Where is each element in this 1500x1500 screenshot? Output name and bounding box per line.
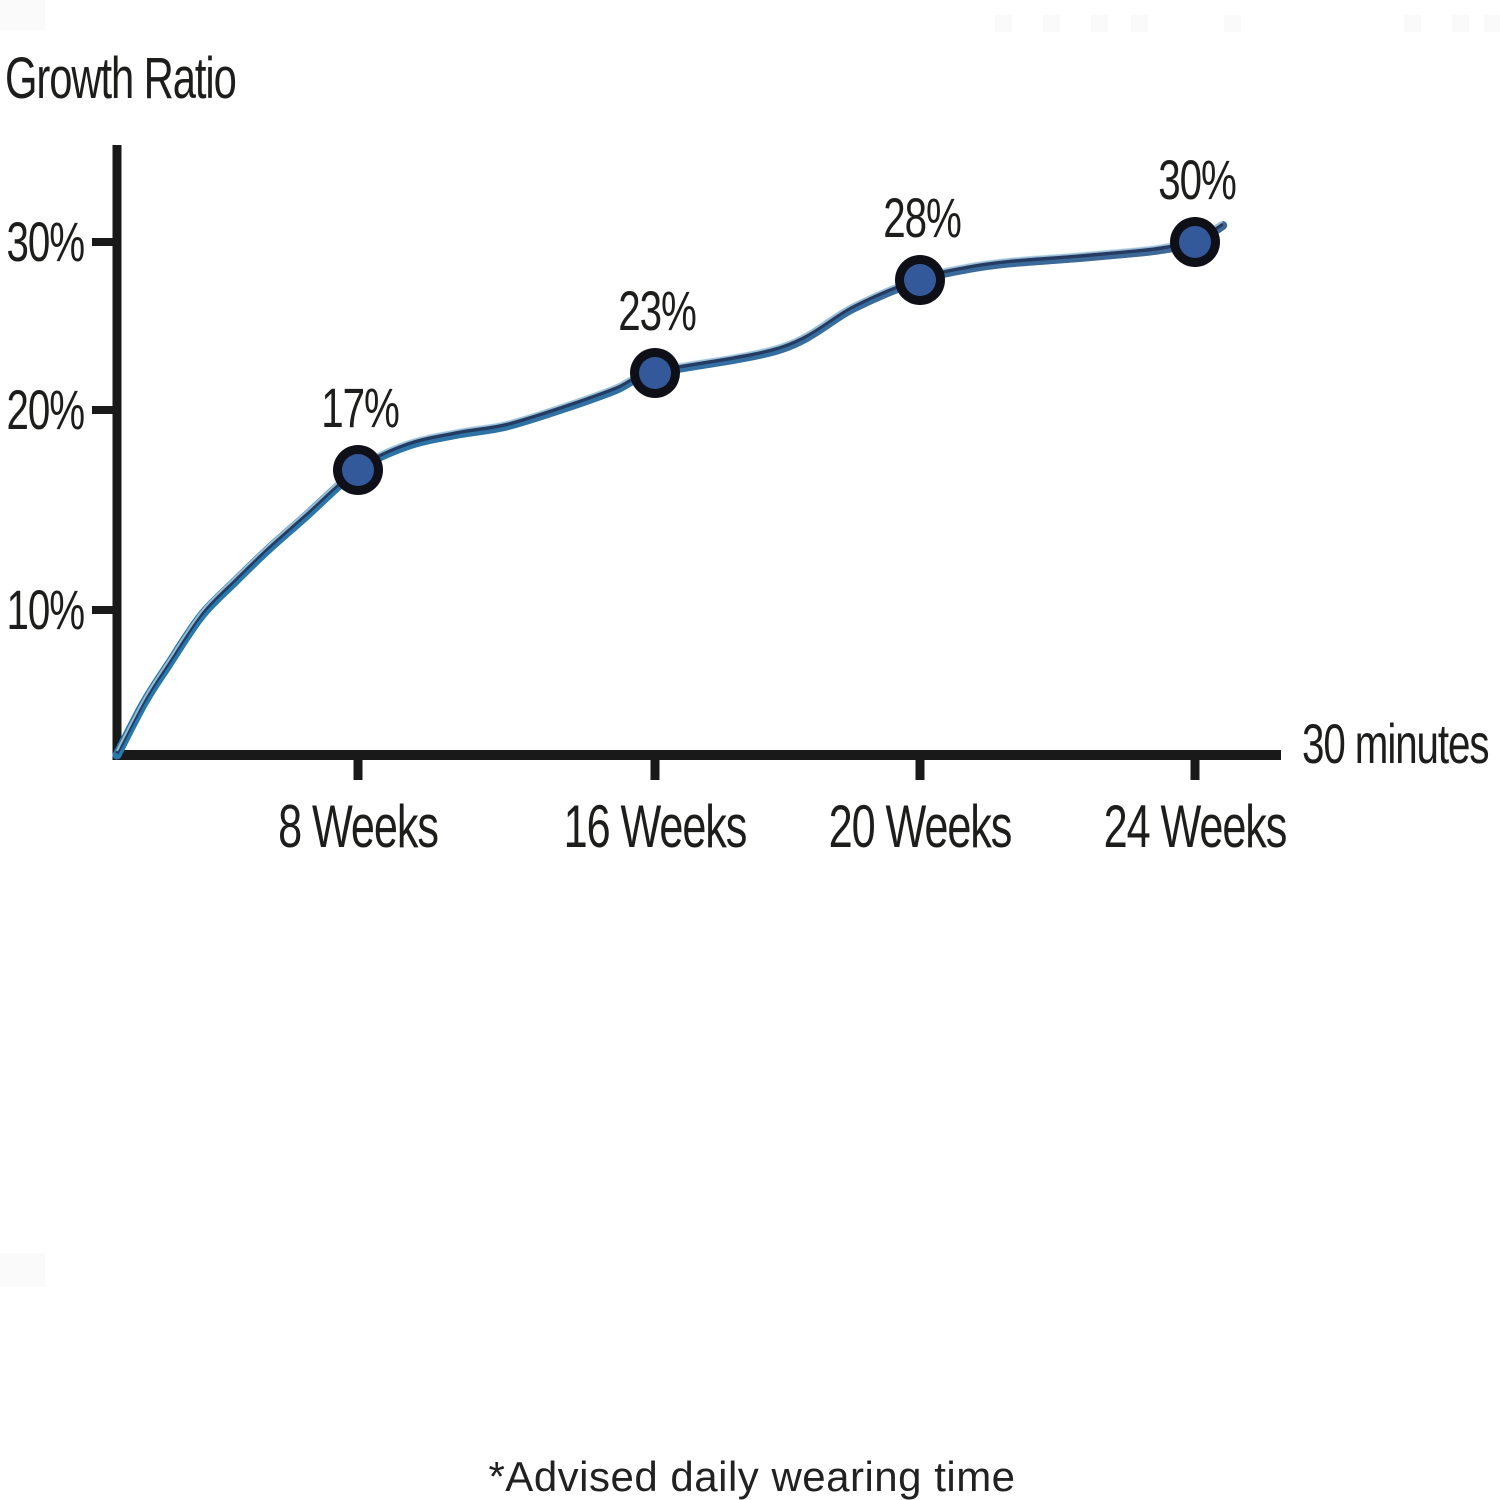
x-tick-label-text: 8 Weeks: [278, 793, 439, 860]
watermark-square: [1224, 15, 1241, 32]
watermark-square: [1484, 15, 1500, 32]
x-tick-label: 24 Weeks: [1068, 797, 1322, 857]
y-axis-title-text: Growth Ratio: [5, 46, 237, 111]
watermark-square: [0, 0, 45, 30]
watermark-square: [1404, 15, 1421, 32]
watermark-square: [1131, 15, 1148, 32]
footnote: *Advised daily wearing time: [488, 1453, 1016, 1500]
y-tick-label: 20%: [0, 378, 86, 441]
y-tick-label-text: 30%: [6, 210, 86, 273]
point-label-text: 28%: [883, 186, 962, 249]
y-tick-label: 10%: [0, 578, 86, 641]
point-label: 28%: [868, 190, 976, 246]
point-label: 23%: [603, 283, 711, 339]
data-point-marker: [342, 454, 374, 486]
x-tick-label: 20 Weeks: [793, 797, 1047, 857]
data-point-marker: [639, 357, 671, 389]
point-label: 30%: [1143, 152, 1251, 208]
watermark-square: [1091, 15, 1108, 32]
data-point-marker: [1179, 226, 1211, 258]
growth-curve-highlight: [116, 220, 1224, 752]
growth-curve-shade: [115, 222, 1224, 755]
x-axis-end-label-text: 30 minutes: [1302, 712, 1490, 775]
point-label-text: 17%: [321, 376, 400, 439]
y-tick-label-text: 20%: [6, 378, 86, 441]
x-tick-label-text: 24 Weeks: [1103, 793, 1288, 860]
x-tick-label-text: 16 Weeks: [563, 793, 748, 860]
y-axis-title: Growth Ratio: [5, 50, 325, 108]
watermark-square: [995, 15, 1012, 32]
watermark-square: [1043, 15, 1060, 32]
point-label: 17%: [306, 380, 414, 436]
x-tick-label: 16 Weeks: [528, 797, 782, 857]
y-tick-label: 30%: [0, 210, 86, 273]
x-tick-label: 8 Weeks: [247, 797, 469, 857]
x-axis-end-label: 30 minutes: [1302, 716, 1500, 772]
y-tick-label-text: 10%: [6, 578, 86, 641]
point-label-text: 30%: [1158, 148, 1237, 211]
watermark-square: [1452, 15, 1469, 32]
point-label-text: 23%: [618, 279, 697, 342]
watermark-square: [0, 1253, 45, 1287]
x-tick-label-text: 20 Weeks: [828, 793, 1013, 860]
data-point-marker: [904, 264, 936, 296]
